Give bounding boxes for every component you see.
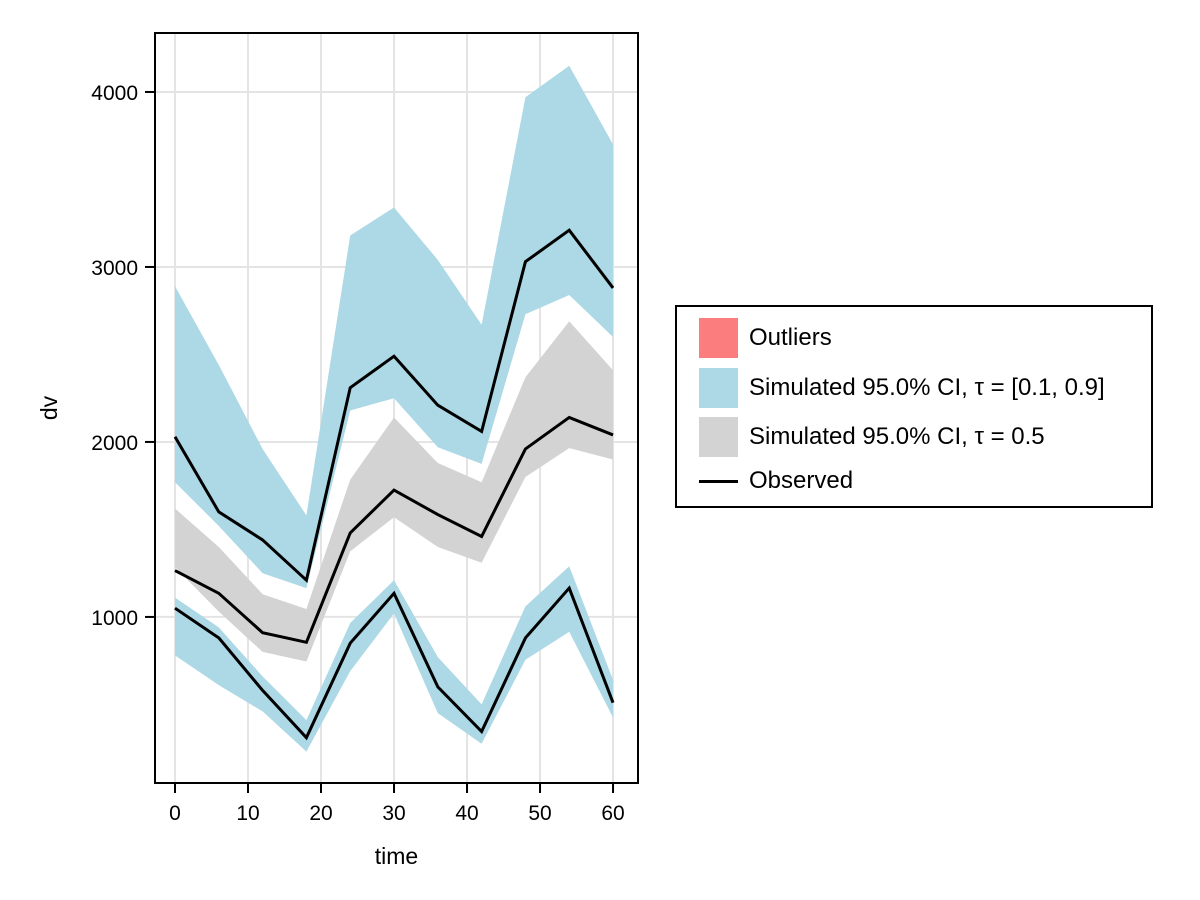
legend-item-observed: Observed <box>677 467 1151 495</box>
legend-label-observed: Observed <box>749 467 854 495</box>
sim-ci-outer-swatch-icon <box>699 367 738 408</box>
x-tick-label: 30 <box>382 802 405 825</box>
observed-quantile-0.9 <box>173 228 615 584</box>
observed-quantile-0.1 <box>174 585 615 741</box>
legend-item-sim-ci-outer: Simulated 95.0% CI, τ = [0.1, 0.9] <box>677 367 1151 408</box>
x-axis-label: time <box>375 843 418 869</box>
y-axis-label: dv <box>36 395 62 420</box>
y-tick-label: 2000 <box>91 432 138 455</box>
legend-label-sim-ci-median: Simulated 95.0% CI, τ = 0.5 <box>749 423 1045 451</box>
legend-label-outliers: Outliers <box>749 323 832 351</box>
x-tick-label: 50 <box>528 802 551 825</box>
outliers-swatch-icon <box>699 317 738 358</box>
x-tick-label: 20 <box>309 802 332 825</box>
y-tick-label: 4000 <box>91 82 138 105</box>
x-tick-label: 40 <box>455 802 478 825</box>
legend-item-sim-ci-median: Simulated 95.0% CI, τ = 0.5 <box>677 417 1151 458</box>
sim-ci-band-tau-0.1 <box>175 566 614 752</box>
x-tick-label: 0 <box>169 802 181 825</box>
observed-line-icon <box>699 479 738 483</box>
sim-ci-band-tau-0.9 <box>175 65 614 589</box>
legend-label-sim-ci-outer: Simulated 95.0% CI, τ = [0.1, 0.9] <box>749 373 1105 401</box>
y-tick-label: 1000 <box>91 607 138 630</box>
plot-border <box>154 32 639 784</box>
x-tick-label: 10 <box>236 802 259 825</box>
y-tick-label: 3000 <box>91 257 138 280</box>
observed-quantile-0.5 <box>174 415 614 645</box>
legend-item-outliers: Outliers <box>677 317 1151 358</box>
legend: Outliers Simulated 95.0% CI, τ = [0.1, 0… <box>675 305 1153 508</box>
x-tick-label: 60 <box>601 802 624 825</box>
sim-ci-median-swatch-icon <box>699 417 738 458</box>
